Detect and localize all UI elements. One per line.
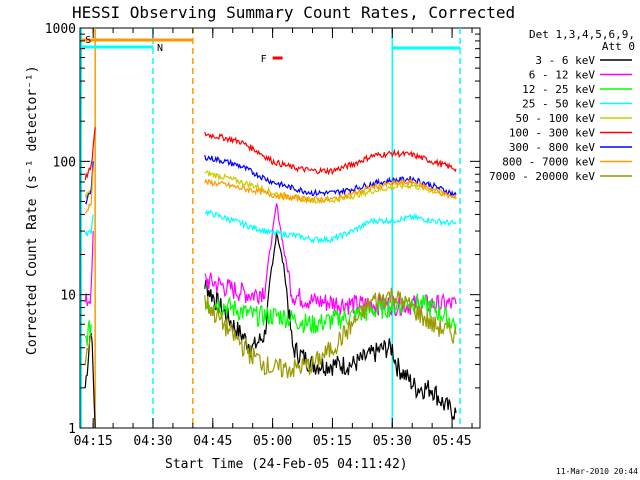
x-tick-label: 05:00: [253, 434, 292, 449]
y-tick-label: 1: [68, 422, 76, 437]
legend-entry-label: 300 - 800 keV: [509, 141, 595, 154]
flag-label-n: N: [157, 43, 163, 54]
legend-entry-label: 6 - 12 keV: [529, 69, 596, 82]
x-tick-label: 04:30: [133, 434, 172, 449]
series-line: [204, 170, 457, 204]
series-line: [204, 154, 457, 198]
x-tick-label: 05:15: [313, 434, 352, 449]
series-line: [204, 293, 457, 335]
series-line: [84, 214, 94, 237]
y-tick-label: 100: [53, 155, 76, 170]
series-line: [84, 231, 94, 306]
x-tick-label: 05:30: [373, 434, 412, 449]
flag-label-f: F: [261, 54, 267, 65]
series-line: [84, 127, 96, 181]
x-tick-label: 04:15: [74, 434, 113, 449]
legend-entry-label: 50 - 100 keV: [516, 112, 596, 125]
legend: Det 1,3,4,5,6,9,Att 0 3 - 6 keV 6 - 12 keV…: [489, 28, 635, 183]
series-line: [204, 177, 457, 205]
y-axis-label: Corrected Count Rate (s⁻¹ detector⁻¹): [25, 65, 40, 355]
series-line: [204, 209, 457, 244]
legend-entry-label: 25 - 50 keV: [522, 98, 595, 111]
plot-frame: [79, 27, 481, 429]
legend-entry-label: 800 - 7000 keV: [502, 156, 595, 169]
series-lines: [84, 127, 457, 429]
series-line: [84, 320, 92, 346]
y-tick-label: 1000: [45, 22, 76, 37]
y-axis: 1 10 100 1000: [45, 22, 480, 437]
x-axis-label: Start Time (24-Feb-05 04:11:42): [165, 457, 408, 472]
series-line: [84, 167, 94, 214]
vertical-markers: [80, 28, 461, 428]
timestamp: 11-Mar-2010 20:44: [556, 467, 638, 476]
x-tick-label: 04:45: [193, 434, 232, 449]
legend-entry-label: 100 - 300 keV: [509, 127, 595, 140]
legend-header: Det 1,3,4,5,6,9,: [529, 28, 635, 41]
flag-label-s: S: [85, 35, 91, 46]
chart-title: HESSI Observing Summary Count Rates, Cor…: [72, 3, 515, 22]
series-line: [204, 287, 457, 379]
legend-entry-label: 12 - 25 keV: [522, 83, 595, 96]
y-tick-label: 10: [60, 289, 76, 304]
series-line: [204, 131, 457, 176]
legend-header: Att 0: [602, 40, 635, 53]
legend-entry-label: 7000 - 20000 keV: [489, 170, 595, 183]
x-axis: 04:15 04:30 04:45 05:00 05:15 05:30 05:45: [74, 28, 473, 449]
legend-entry-label: 3 - 6 keV: [535, 54, 595, 67]
attenuator-flags: S N F: [81, 35, 461, 65]
x-tick-label: 05:45: [433, 434, 472, 449]
series-line: [84, 334, 92, 366]
series-line: [204, 203, 457, 317]
